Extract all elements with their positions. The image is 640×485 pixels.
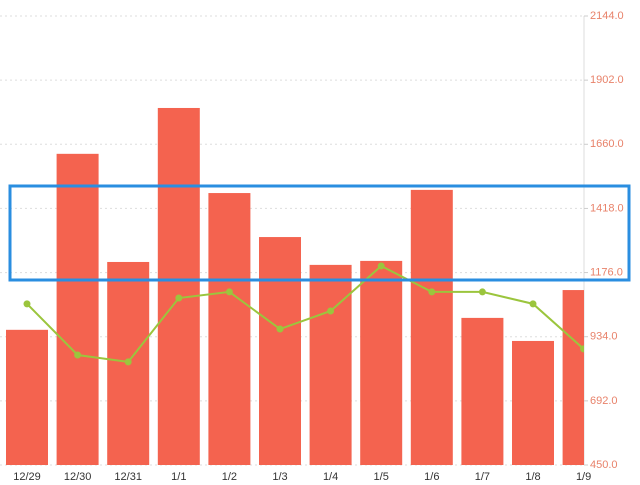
x-tick-label: 12/30 bbox=[64, 471, 92, 483]
y-tick-label: 934.0 bbox=[590, 331, 618, 343]
x-tick-label: 1/5 bbox=[374, 471, 389, 483]
y-tick-label: 1660.0 bbox=[590, 138, 624, 150]
line-point bbox=[327, 307, 335, 315]
line-point bbox=[529, 300, 537, 308]
bar bbox=[360, 260, 403, 465]
bar bbox=[259, 237, 301, 465]
y-tick-label: 1418.0 bbox=[590, 202, 624, 214]
x-tick-label: 12/31 bbox=[114, 471, 142, 483]
x-tick-label: 12/29 bbox=[13, 471, 41, 483]
labels: 450.0 692.0 934.0 1176.0 1418.0 1660.0 1902.0 2… bbox=[13, 10, 623, 483]
x-tick-label: 1/1 bbox=[171, 471, 186, 483]
line-point bbox=[580, 345, 584, 353]
y-tick-label: 1902.0 bbox=[590, 74, 624, 86]
highlight-box bbox=[8, 184, 631, 282]
line-point bbox=[225, 288, 233, 296]
bar bbox=[56, 153, 99, 465]
line-point bbox=[377, 262, 385, 270]
bar bbox=[562, 290, 584, 465]
x-tick-label: 1/8 bbox=[525, 471, 540, 483]
bar bbox=[208, 193, 251, 466]
line-point bbox=[428, 288, 436, 296]
line-point bbox=[74, 351, 82, 359]
bar bbox=[309, 264, 352, 465]
x-tick-label: 1/2 bbox=[222, 471, 237, 483]
bar bbox=[410, 189, 453, 465]
bar bbox=[461, 317, 504, 465]
line-point bbox=[478, 288, 486, 296]
y-tick-label: 692.0 bbox=[590, 395, 618, 407]
bar bbox=[157, 107, 200, 465]
line-point bbox=[124, 358, 132, 366]
line bbox=[26, 264, 584, 363]
line-point bbox=[276, 325, 284, 333]
y-tick-label: 2144.0 bbox=[590, 10, 624, 22]
plot-area bbox=[6, 107, 584, 466]
y-tick-label: 450.0 bbox=[590, 459, 618, 471]
bar bbox=[512, 340, 554, 465]
x-tick-label: 1/4 bbox=[323, 471, 338, 483]
y-tick-label: 1176.0 bbox=[590, 266, 623, 278]
line-point bbox=[23, 300, 31, 308]
x-tick-label: 1/6 bbox=[424, 471, 439, 483]
x-tick-label: 1/9 bbox=[576, 471, 591, 483]
line-point bbox=[175, 294, 183, 302]
x-tick-label: 1/3 bbox=[272, 471, 287, 483]
x-tick-label: 1/7 bbox=[475, 471, 490, 483]
bar bbox=[6, 329, 48, 465]
